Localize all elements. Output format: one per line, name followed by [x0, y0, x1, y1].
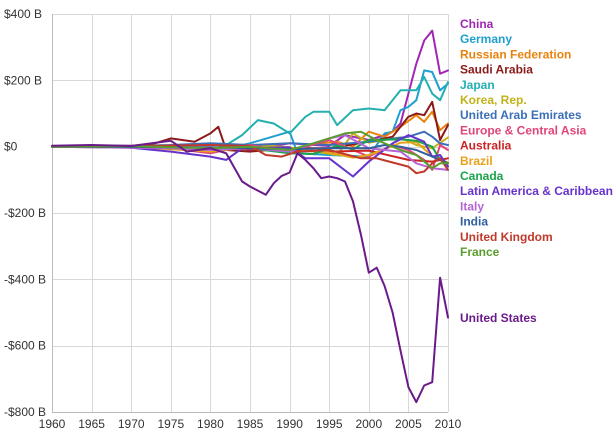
x-tick-label: 1960 [39, 417, 66, 431]
x-axis: 1960 1965 1970 1975 1980 1985 1990 1995 2000 2005… [39, 417, 462, 431]
series-line-united-states[interactable] [51, 139, 449, 404]
legend-entry[interactable]: United Arab Emirates [460, 108, 582, 122]
legend-entry[interactable]: Russian Federation [460, 47, 571, 61]
y-axis: $400 B $200 B $0 -$200 B -$400 B -$600 B -$800… [4, 7, 46, 419]
legend-entry[interactable]: Saudi Arabia [460, 63, 533, 77]
legend-entry[interactable]: Australia [460, 139, 512, 153]
x-tick-label: 1990 [276, 417, 303, 431]
series-line-brazil[interactable] [51, 141, 449, 164]
x-tick-label: 2010 [435, 417, 462, 431]
legend-entry[interactable]: Canada [460, 169, 504, 183]
legend-entry[interactable]: Brazil [460, 154, 493, 168]
legend-entry[interactable]: China [460, 17, 494, 31]
legend-entry[interactable]: Latin America & Caribbean [460, 184, 613, 198]
x-tick-label: 1985 [237, 417, 264, 431]
legend-entry[interactable]: India [460, 215, 488, 229]
legend-entry[interactable]: Italy [460, 199, 484, 213]
y-tick-label: $400 B [4, 7, 42, 21]
series-line-united-kingdom[interactable] [51, 144, 449, 175]
series-line-france[interactable] [51, 130, 449, 170]
legend-entry[interactable]: Germany [460, 32, 512, 46]
grid [52, 14, 449, 413]
legend-entry[interactable]: France [460, 245, 500, 259]
x-tick-label: 1975 [157, 417, 184, 431]
x-tick-label: 1970 [118, 417, 145, 431]
series-line-united-arab-emirates[interactable] [169, 130, 449, 146]
x-tick-label: 2000 [355, 417, 382, 431]
legend-entry[interactable]: United States [460, 311, 537, 325]
y-tick-label: -$800 B [4, 405, 46, 419]
y-tick-label: -$600 B [4, 339, 46, 353]
x-tick-label: 1995 [316, 417, 343, 431]
x-tick-label: 1980 [197, 417, 224, 431]
y-tick-label: -$400 B [4, 272, 46, 286]
y-tick-label: $0 [4, 140, 18, 154]
series-lines [51, 29, 449, 404]
x-tick-label: 1965 [78, 417, 105, 431]
y-tick-label: $200 B [4, 73, 42, 87]
series-line-latin-america-caribbean[interactable] [51, 134, 449, 178]
x-tick-label: 2005 [395, 417, 422, 431]
y-tick-label: -$200 B [4, 206, 46, 220]
legend-entry[interactable]: United Kingdom [460, 230, 553, 244]
legend-entry[interactable]: Europe & Central Asia [460, 123, 587, 137]
legend-entry[interactable]: Japan [460, 78, 495, 92]
legend-entry[interactable]: Korea, Rep. [460, 93, 527, 107]
